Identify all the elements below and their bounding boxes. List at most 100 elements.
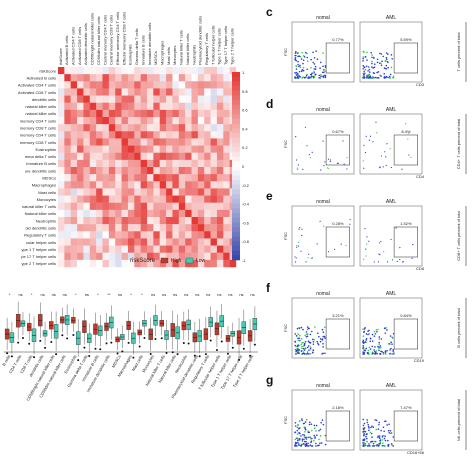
heatmap-cell (204, 95, 211, 103)
event-dot (367, 333, 369, 336)
event-dot (310, 441, 312, 444)
heatmap-cell (77, 167, 84, 175)
heatmap-cell (185, 174, 192, 182)
heatmap-cell (191, 238, 199, 246)
heatmap-cell (223, 238, 230, 246)
event-dot (389, 432, 392, 435)
event-dot (384, 350, 387, 352)
significance-label: * (31, 292, 33, 297)
event-dot (364, 341, 367, 343)
heatmap-cell (147, 67, 154, 75)
heatmap-cell (140, 217, 148, 225)
event-dot (362, 60, 364, 62)
heatmap-cell (127, 224, 135, 232)
event-dot (384, 445, 386, 447)
heatmap-cell (204, 167, 211, 175)
heatmap-cell (77, 259, 84, 268)
event-dot (297, 51, 299, 54)
heatmap-cell (121, 152, 129, 161)
event-dot (322, 71, 325, 74)
heatmap-cell (96, 81, 103, 89)
marker-axis-label: CD8 (416, 266, 425, 271)
event-dot (362, 339, 365, 342)
heatmap-cell (178, 138, 186, 146)
heatmap-cell (185, 195, 192, 203)
heatmap-cell (159, 259, 167, 268)
heatmap-cell (134, 209, 141, 218)
heatmap-cell (191, 209, 199, 218)
heatmap-cell (108, 95, 116, 103)
heatmap-cell (96, 238, 103, 246)
event-dot (297, 63, 299, 66)
heatmap-cell (178, 245, 186, 253)
heatmap-cell (185, 217, 192, 225)
heatmap-cell (140, 109, 148, 118)
heatmap-cell (223, 224, 230, 232)
heatmap-cell (147, 74, 154, 82)
heatmap-cell (223, 67, 230, 75)
heatmap-cell (83, 259, 90, 268)
heatmap-cell (197, 117, 205, 125)
event-dot (311, 72, 313, 75)
heatmap-cell (210, 67, 218, 75)
heatmap-cell (102, 117, 110, 125)
heatmap-cell (134, 202, 141, 211)
event-dot (308, 341, 311, 344)
heatmap-cell (140, 245, 148, 253)
heatmap-cell (197, 245, 205, 253)
heatmap-cell (64, 102, 71, 111)
event-dot (313, 63, 316, 65)
heatmap-cell (108, 181, 116, 189)
heatmap-cell (108, 252, 116, 261)
event-dot (308, 423, 311, 426)
heatmap-cell (96, 74, 103, 82)
event-dot (323, 69, 325, 71)
event-dot (301, 347, 303, 350)
event-dot (296, 167, 298, 169)
fsc-axis-label: FSC (283, 324, 288, 332)
heatmap-cell (147, 102, 154, 111)
event-dot (298, 420, 301, 422)
heatmap-cell (216, 124, 224, 132)
heatmap-cell (89, 145, 97, 153)
event-dot (379, 52, 381, 55)
event-dot (304, 340, 307, 343)
event-dot (378, 343, 380, 345)
heatmap-cell (140, 81, 148, 89)
event-dot (385, 353, 387, 355)
colorbar-tick-label: -0.6 (242, 220, 250, 225)
heatmap-cell (153, 217, 160, 225)
heatmap-cell (197, 209, 205, 218)
event-dot (363, 422, 366, 425)
heatmap-cell (153, 124, 160, 132)
heatmap-cell (96, 131, 103, 139)
heatmap-cell (216, 95, 224, 103)
colorbar-tick-label: 0.4 (242, 126, 248, 131)
event-dot (377, 261, 380, 263)
event-dot (382, 444, 384, 447)
heatmap-cell (204, 224, 211, 232)
heatmap-cell (204, 109, 211, 118)
heatmap-cell (96, 209, 103, 218)
heatmap-cell (147, 252, 154, 261)
event-dot (362, 77, 365, 79)
colorbar-segment (232, 198, 240, 204)
gate-box (393, 410, 418, 442)
event-dot (363, 167, 365, 169)
event-dot (378, 423, 380, 426)
heatmap-column-label: Activated CD8 T cells (77, 27, 82, 65)
event-dot (362, 341, 364, 344)
event-dot (303, 436, 306, 438)
event-dot (322, 423, 325, 426)
colorbar-tick-label: -0.2 (242, 183, 250, 188)
heatmap-cell (191, 102, 199, 111)
heatmap-cell (172, 195, 179, 203)
heatmap-cell (191, 202, 199, 211)
event-dot (295, 353, 297, 355)
event-dot (302, 69, 305, 72)
event-dot (319, 67, 321, 69)
colorbar-segment (232, 76, 240, 82)
colorbar-segment (232, 241, 240, 247)
panel-letter: e (266, 189, 273, 203)
event-dot (385, 52, 388, 54)
